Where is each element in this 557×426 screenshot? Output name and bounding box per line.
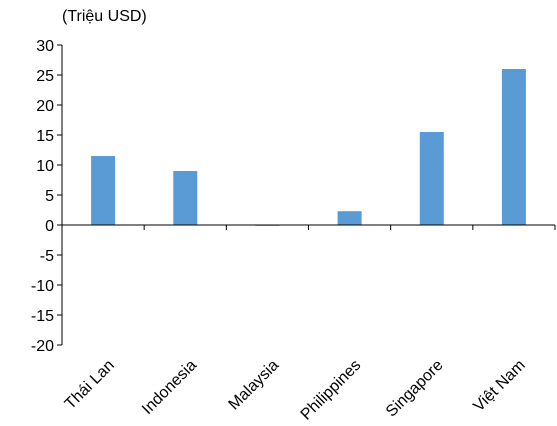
x-category-label-2: Malaysia [226,357,283,414]
bar-0 [91,156,116,225]
bar-4 [419,132,444,225]
y-tick-label-6: 0 [45,218,54,235]
y-tick-label-0: 30 [36,38,54,55]
labels-group: 30 25 20 15 10 5 0 -5 -10 -15 -20 Thái Lan Indonesia… [31,38,529,424]
x-category-label-4: Singapore [383,357,447,421]
y-axis-unit-label: (Triệu USD) [62,8,147,25]
y-tick-label-2: 20 [36,98,54,115]
x-category-label-5: Việt Nam [470,357,528,415]
bar-3 [337,211,362,225]
x-category-label-1: Indonesia [139,357,200,418]
bar-5 [501,69,526,225]
x-category-label-0: Thái Lan [62,357,118,413]
x-category-label-3: Philippines [298,357,365,424]
axes-group [57,44,556,346]
bar-1 [173,171,198,225]
y-tick-label-4: 10 [36,158,54,175]
y-tick-label-9: -15 [31,308,54,325]
bars-group [91,69,526,226]
y-tick-label-10: -20 [31,338,54,355]
y-tick-label-8: -10 [31,278,54,295]
y-tick-label-3: 15 [36,128,54,145]
y-tick-label-1: 25 [36,68,54,85]
y-tick-label-7: -5 [40,248,54,265]
y-tick-label-5: 5 [45,188,54,205]
